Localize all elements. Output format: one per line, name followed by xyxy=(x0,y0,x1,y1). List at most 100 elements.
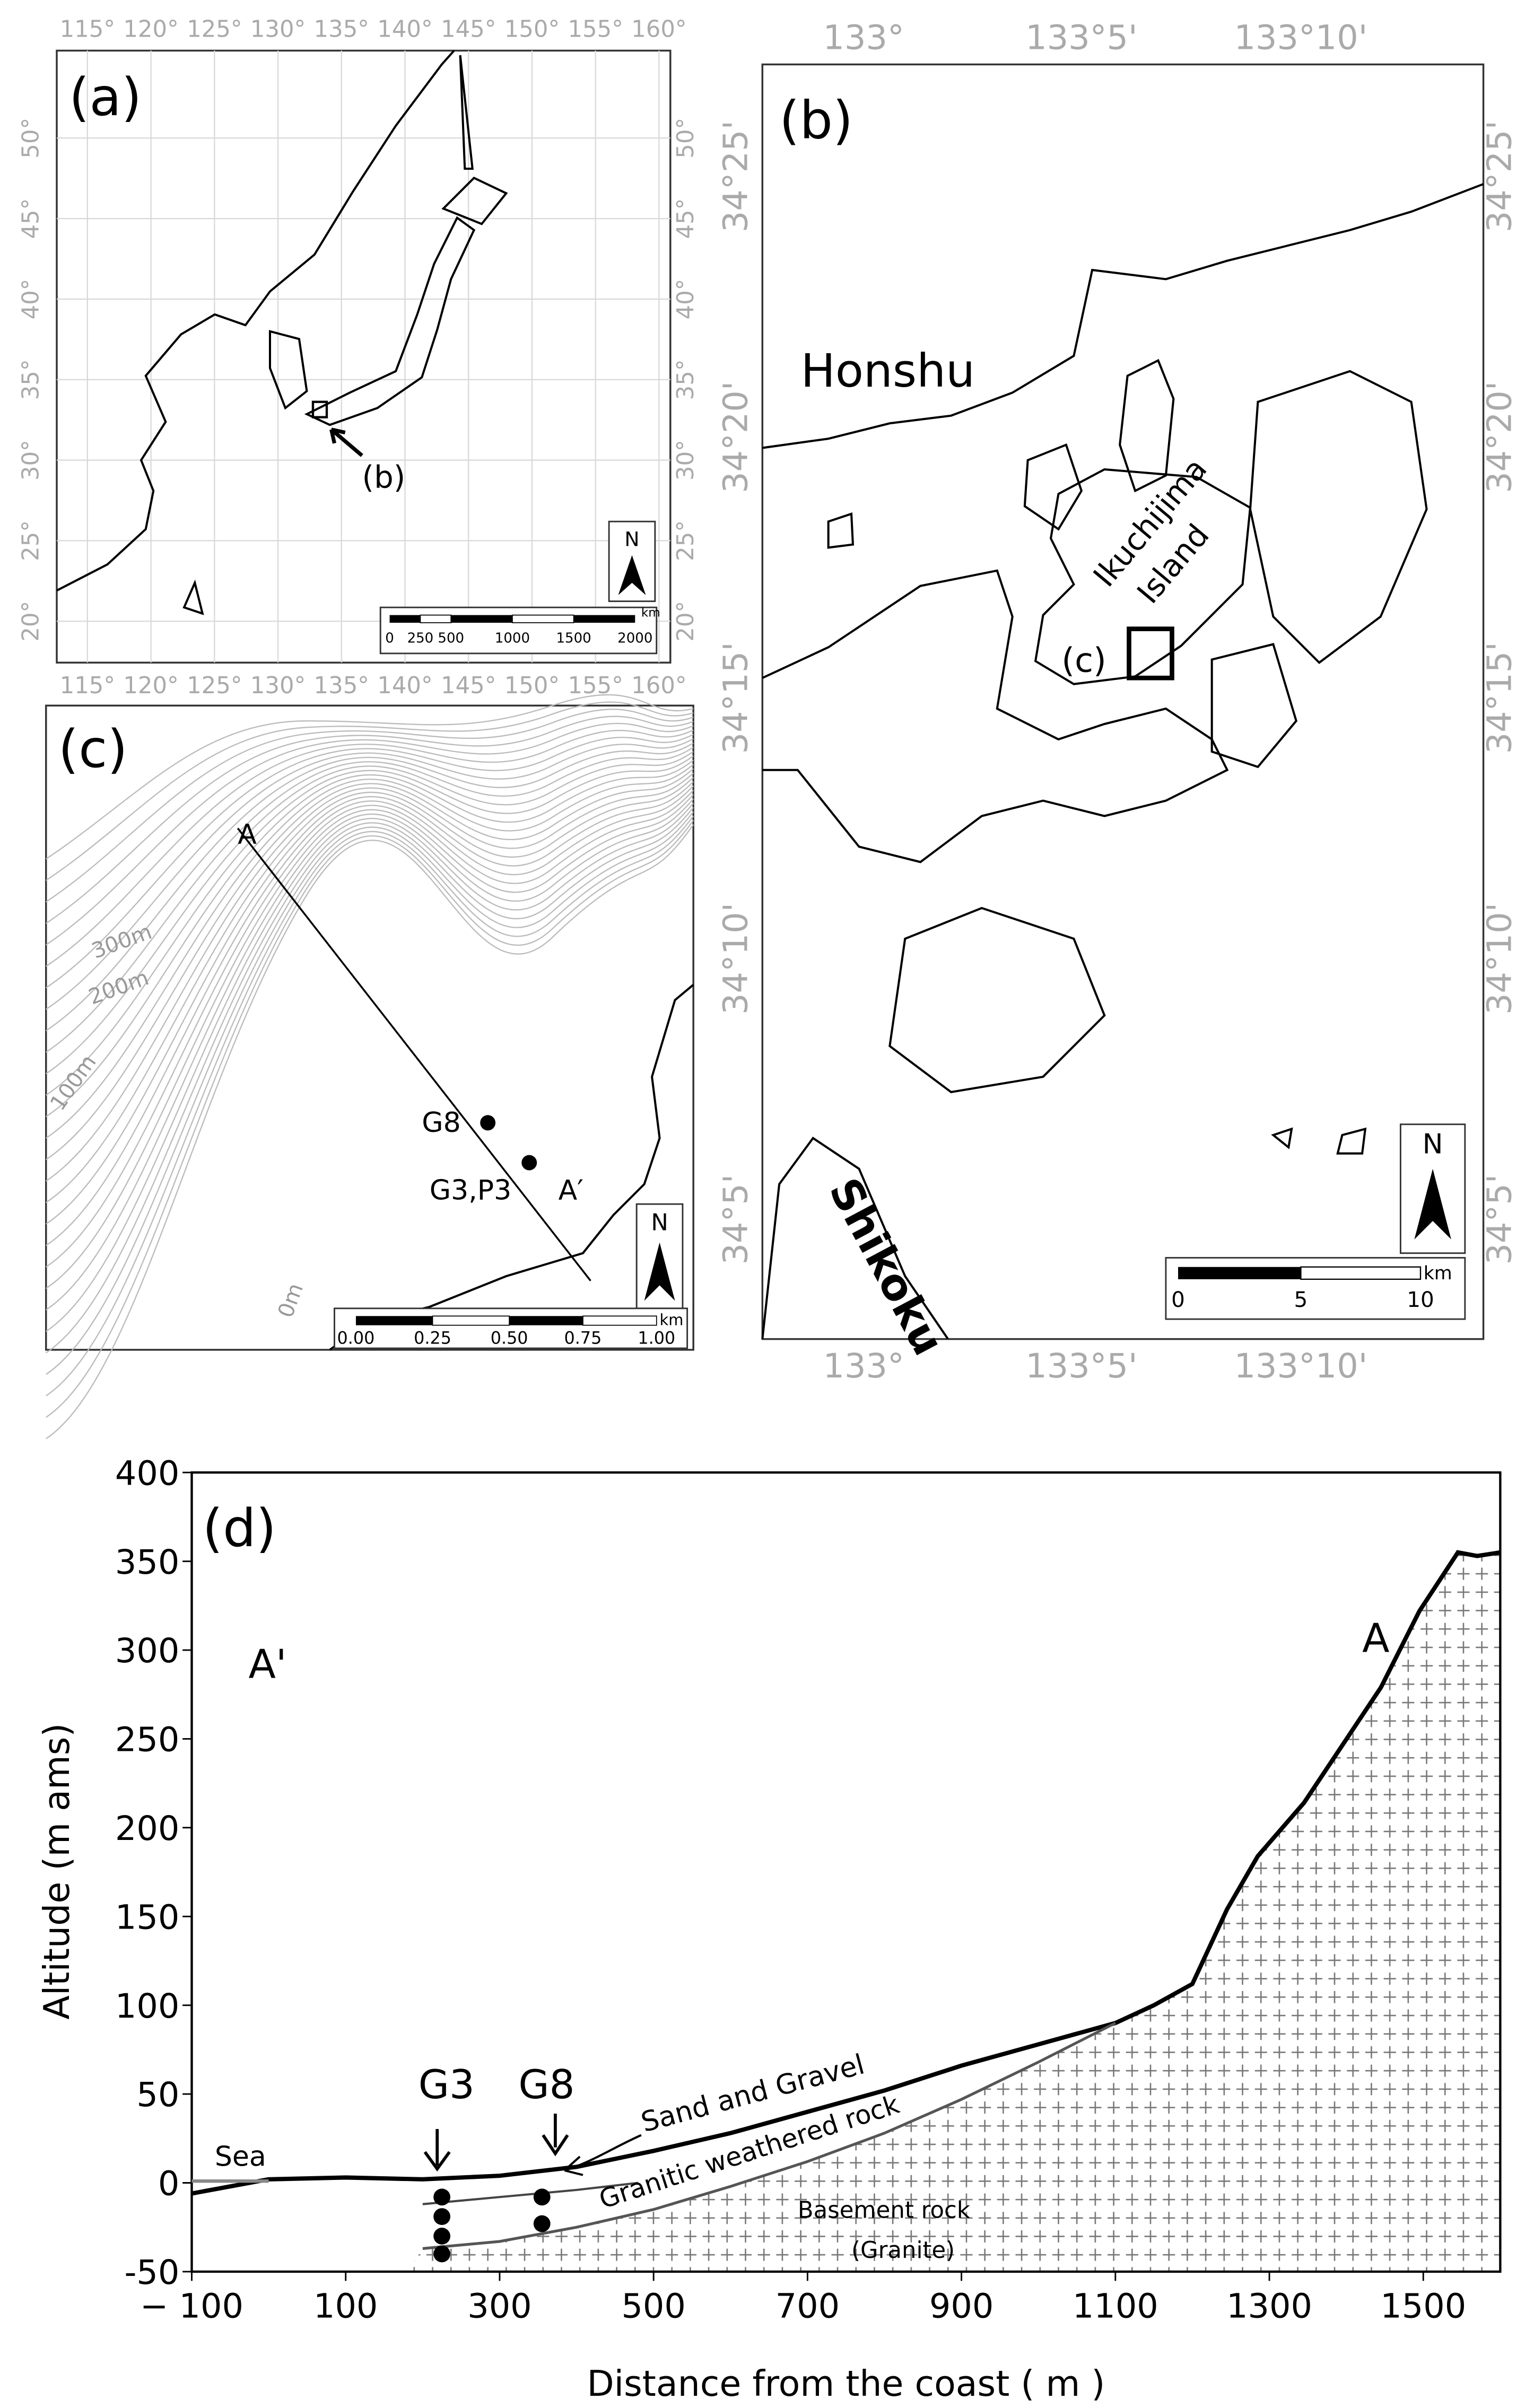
contour xyxy=(46,807,694,1354)
lon-label: 133°10' xyxy=(1234,1347,1368,1386)
coastline xyxy=(304,216,476,426)
north-label: N xyxy=(651,1209,668,1236)
basement-fill xyxy=(407,1552,1501,2272)
scale-bar xyxy=(355,1315,657,1326)
scale-unit: km xyxy=(660,1311,684,1329)
coastline xyxy=(182,55,508,615)
x-tick-label: 1500 xyxy=(1380,2287,1466,2326)
annotation: (Granite) xyxy=(851,2237,955,2264)
x-tick-label: 1300 xyxy=(1226,2287,1312,2326)
lat-label: 30° xyxy=(18,440,44,481)
site-label: G3,P3 xyxy=(430,1174,512,1206)
map-frame xyxy=(45,704,694,1351)
y-tick-label: 250 xyxy=(115,1721,179,1760)
scale-unit: km xyxy=(1424,1263,1452,1284)
scale-label: 5 xyxy=(1294,1287,1308,1312)
contour xyxy=(46,729,694,967)
lat-label: 34°5' xyxy=(716,1174,755,1265)
section-line xyxy=(237,827,591,1281)
y-tick-label: 50 xyxy=(136,2075,179,2115)
contour xyxy=(46,760,694,1118)
scale-label: 0.25 xyxy=(414,1328,451,1348)
contour xyxy=(46,819,694,1418)
g3-arrow xyxy=(423,2128,451,2172)
contour xyxy=(46,755,694,1096)
lon-label: 145° xyxy=(441,16,496,42)
lon-label: 135° xyxy=(314,673,369,699)
lon-label: 140° xyxy=(377,16,432,42)
lat-label: 45° xyxy=(18,198,44,239)
profile-line xyxy=(422,2021,1117,2250)
contour xyxy=(46,790,694,1268)
scale-label: 0.50 xyxy=(491,1328,528,1348)
y-tick-label: 0 xyxy=(158,2165,179,2204)
scale-unit: km xyxy=(641,606,660,620)
lon-label: 150° xyxy=(504,16,560,42)
x-tick-label: 500 xyxy=(621,2287,685,2326)
lat-label: 20° xyxy=(673,601,699,642)
scale-label: 10 xyxy=(1407,1287,1434,1312)
contour xyxy=(46,734,694,989)
sample-point xyxy=(433,2208,451,2226)
lon-label: 150° xyxy=(504,673,560,699)
lat-label: 30° xyxy=(673,440,699,481)
contour xyxy=(46,746,694,1053)
map-frame xyxy=(761,63,1485,1340)
north-arrow xyxy=(644,1242,675,1301)
y-tick-label: -50 xyxy=(124,2253,179,2292)
pointer-arrow xyxy=(329,427,363,457)
scale-label: 250 xyxy=(407,631,434,647)
lat-label: 34°25' xyxy=(716,120,755,232)
lon-label: 125° xyxy=(187,673,242,699)
y-axis-label: Altitude (m ams) xyxy=(36,1723,77,2020)
lon-label: 160° xyxy=(631,16,686,42)
north-label: N xyxy=(624,528,639,551)
lon-label: 133° xyxy=(823,1347,904,1386)
x-tick-label: 1100 xyxy=(1073,2287,1158,2326)
panel-label: (d) xyxy=(203,1498,276,1559)
section-label: A′ xyxy=(559,1174,583,1206)
contour xyxy=(46,824,694,1439)
lon-label: 133° xyxy=(823,19,904,58)
lon-label: 133°5' xyxy=(1025,19,1137,58)
site-label: G8 xyxy=(422,1107,460,1139)
coastline xyxy=(56,50,455,592)
lon-label: 120° xyxy=(123,673,178,699)
y-tick-label: 200 xyxy=(115,1809,179,1848)
x-tick-label: 300 xyxy=(467,2287,531,2326)
lat-label: 40° xyxy=(673,278,699,319)
scale-label: 1000 xyxy=(495,631,530,647)
scale-label: 0.00 xyxy=(337,1328,375,1348)
scale-box xyxy=(334,1307,688,1349)
lon-label: 133°5' xyxy=(1025,1347,1137,1386)
panel-label: (c) xyxy=(58,719,128,780)
scale-label: 500 xyxy=(438,631,464,647)
scale-bar xyxy=(389,614,635,623)
lon-label: 130° xyxy=(250,673,306,699)
place-label: (c) xyxy=(1061,641,1106,680)
lat-label: 25° xyxy=(18,520,44,561)
x-tick-label: 100 xyxy=(313,2287,378,2326)
coastline xyxy=(827,512,1367,1155)
contour xyxy=(46,709,694,903)
map-frame xyxy=(56,49,672,664)
lon-label: 130° xyxy=(250,16,306,42)
sample-point xyxy=(433,2188,451,2206)
lat-label: 34°20' xyxy=(1480,381,1520,493)
scale-label: 2000 xyxy=(617,631,652,647)
sample-point xyxy=(433,2245,451,2263)
x-axis-label: Distance from the coast ( m ) xyxy=(587,2363,1105,2404)
lat-label: 34°25' xyxy=(1480,120,1520,232)
scale-label: 1500 xyxy=(556,631,591,647)
lon-label: 160° xyxy=(631,673,686,699)
contour xyxy=(46,701,694,881)
lon-label: 145° xyxy=(441,673,496,699)
lat-label: 35° xyxy=(18,359,44,400)
panel-d: -50 0 50 100 150 200 250 300 350 400 − 100 100 300 50… xyxy=(36,1454,1502,2404)
north-arrow xyxy=(1414,1168,1451,1240)
lat-label: 34°10' xyxy=(1480,903,1520,1015)
lat-label: 20° xyxy=(18,601,44,642)
lon-label: 120° xyxy=(123,16,178,42)
inset-box xyxy=(311,400,328,418)
